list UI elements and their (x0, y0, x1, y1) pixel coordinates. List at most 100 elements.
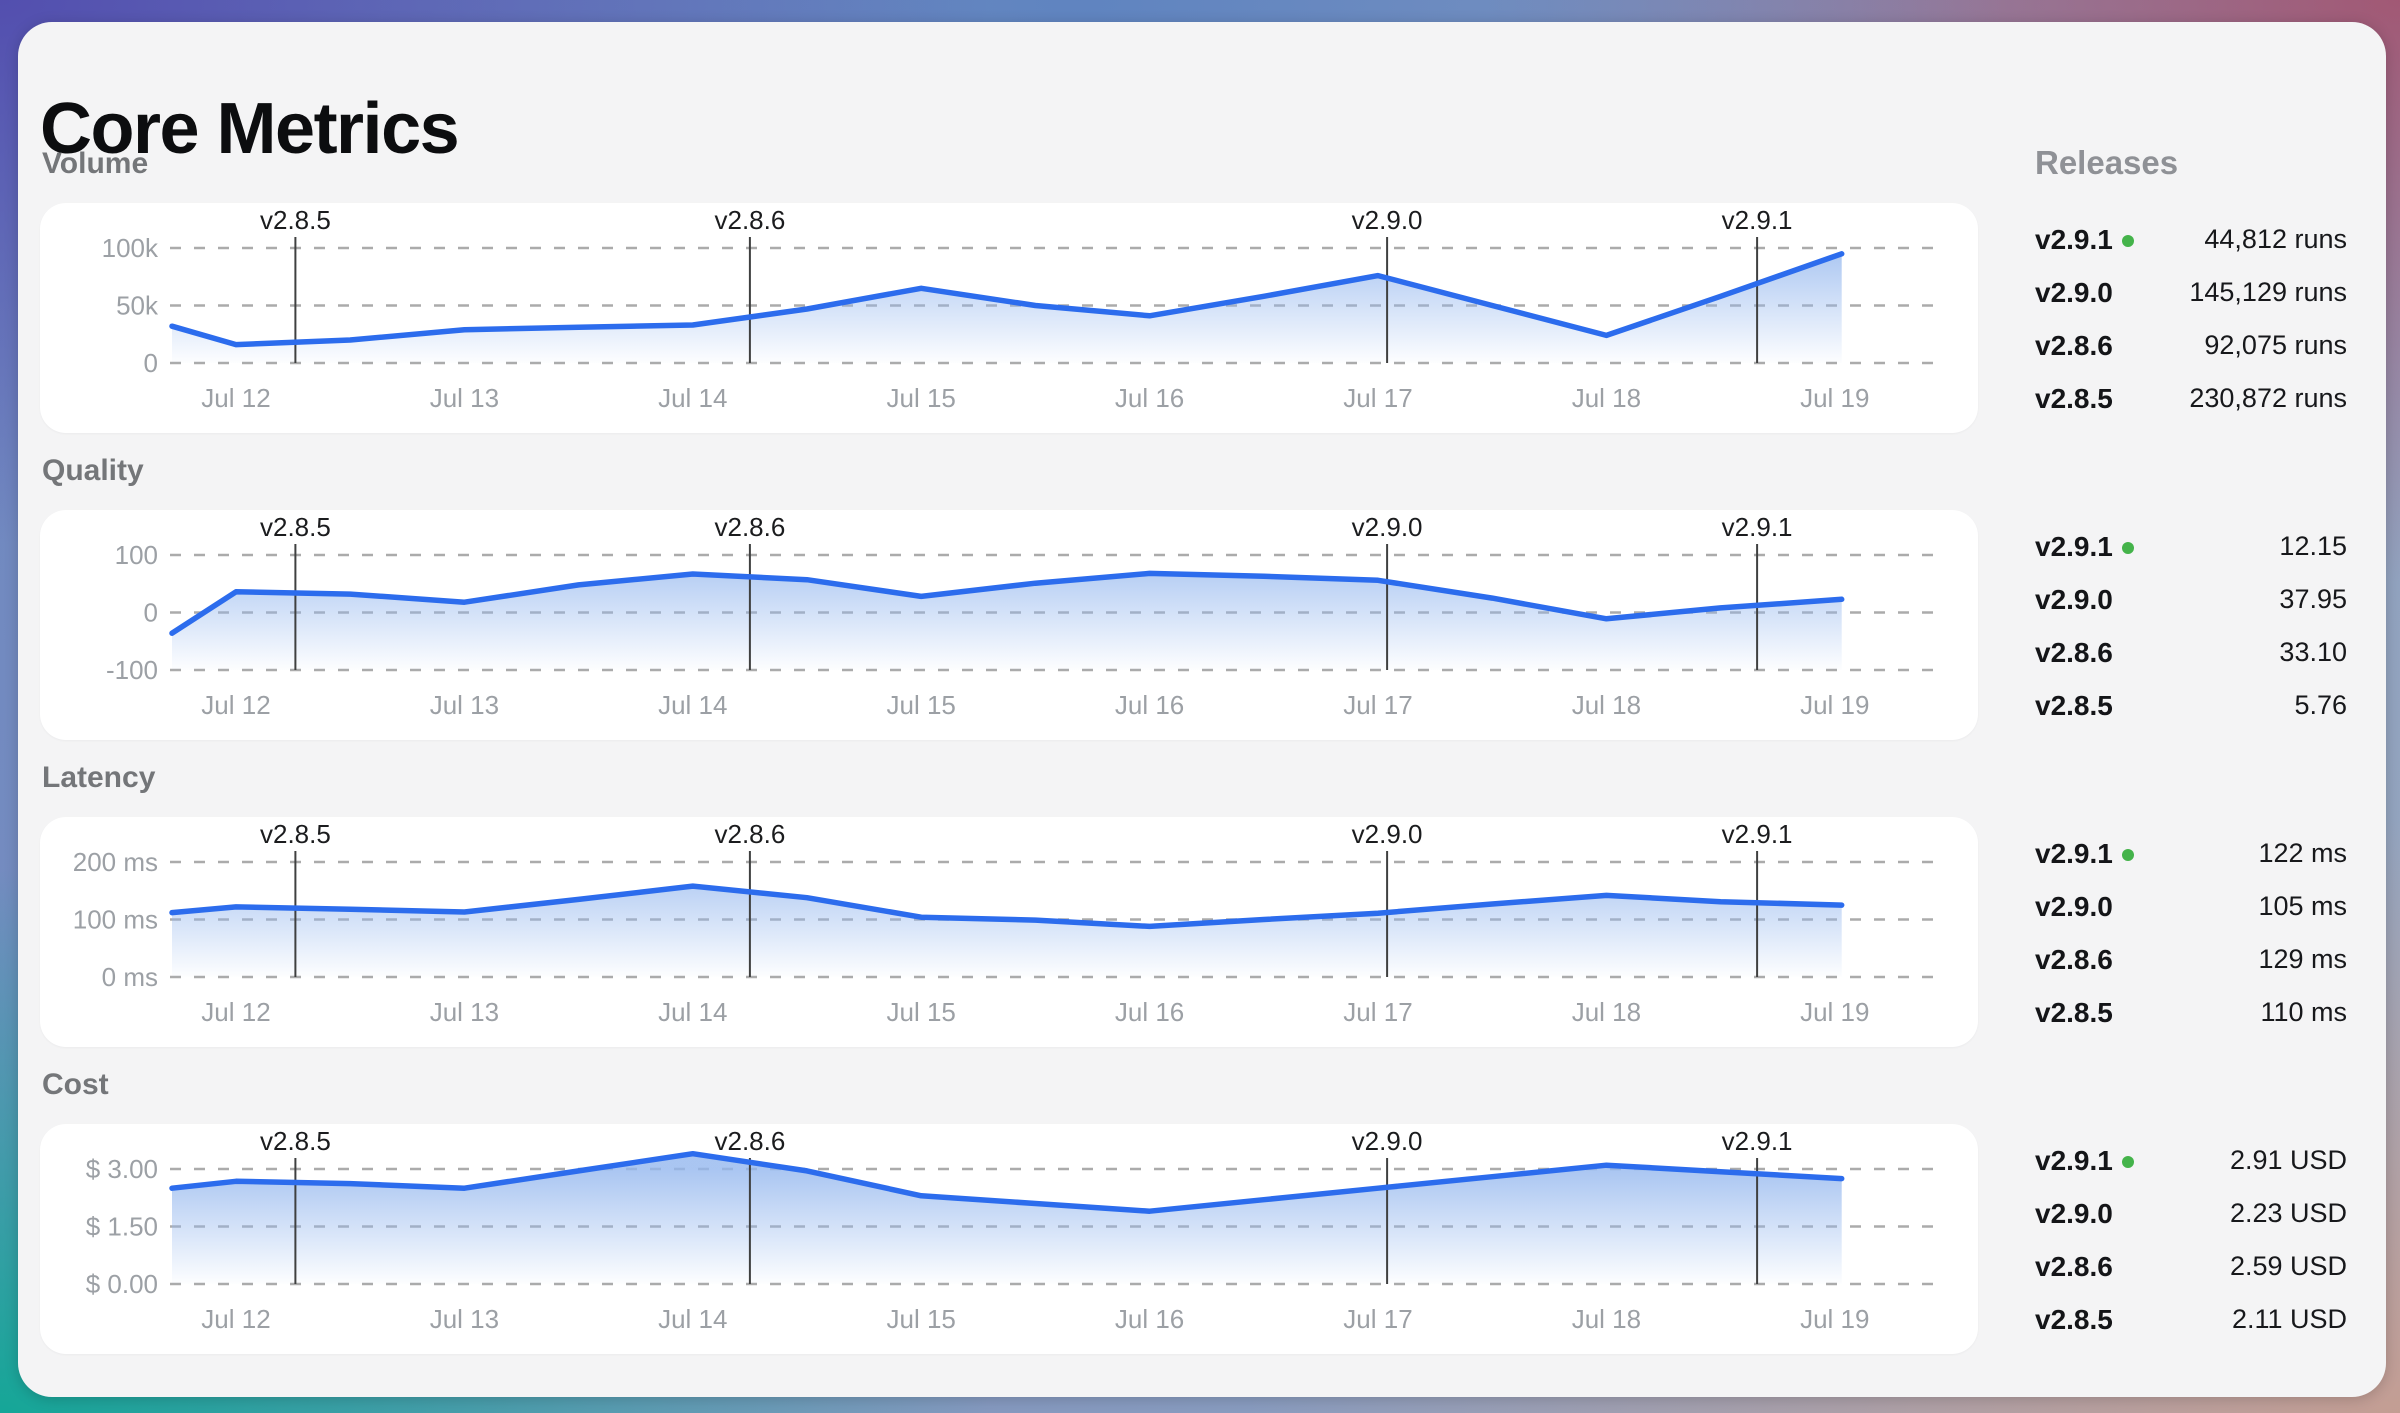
release-value: 2.23 USD (2229, 1198, 2347, 1228)
page-title: Core Metrics (40, 89, 460, 170)
release-marker-label: v2.8.6 (714, 205, 785, 235)
release-row: v2.8.6 2.59 USD (2035, 1240, 2347, 1293)
x-tick-label: Jul 16 (1115, 383, 1184, 413)
releases-heading: Releases (2035, 144, 2179, 181)
release-value: 2.59 USD (2229, 1251, 2347, 1281)
x-tick-label: Jul 14 (658, 1304, 727, 1334)
x-tick-label: Jul 19 (1800, 690, 1869, 720)
release-version: v2.8.5 (2035, 996, 2113, 1028)
release-marker-label: v2.8.5 (260, 512, 331, 542)
release-version: v2.8.5 (2035, 689, 2113, 721)
y-tick-label: 0 ms (102, 962, 158, 992)
release-version: v2.9.0 (2035, 276, 2113, 308)
section-label-cost: Cost (42, 1068, 109, 1101)
release-version: v2.9.0 (2035, 890, 2113, 922)
release-version: v2.8.6 (2035, 329, 2113, 361)
release-marker-label: v2.9.0 (1352, 205, 1423, 235)
release-marker-label: v2.9.0 (1352, 512, 1423, 542)
y-tick-label: 200 ms (73, 847, 158, 877)
release-marker-label: v2.8.5 (260, 1126, 331, 1156)
x-tick-label: Jul 18 (1572, 383, 1641, 413)
area-fill (172, 573, 1842, 670)
x-tick-label: Jul 13 (430, 383, 499, 413)
release-value: 110 ms (2260, 997, 2347, 1027)
quality-chart[interactable]: 100 0 -100 Jul 12 Jul 13 Jul 14 Jul 15 Jul 16 Ju… (40, 510, 1978, 740)
x-tick-label: Jul 15 (887, 1304, 956, 1334)
latency-chart[interactable]: 200 ms 100 ms 0 ms Jul 12 Jul 13 Jul 14 Jul 15… (40, 817, 1978, 1047)
x-tick-label: Jul 18 (1572, 690, 1641, 720)
latency-release-group: v2.9.1 122 ms v2.9.0 105 ms v2.8.6 129 ms v2.8… (2035, 827, 2347, 1039)
release-row: v2.8.5 5.76 (2035, 679, 2347, 732)
release-marker-label: v2.9.1 (1722, 819, 1793, 849)
y-tick-label: 0 (144, 348, 158, 378)
y-tick-label: 100 (115, 540, 158, 570)
x-tick-label: Jul 13 (430, 1304, 499, 1334)
latency-chart-panel: 200 ms 100 ms 0 ms Jul 12 Jul 13 Jul 14 Jul 15… (40, 817, 1978, 1047)
release-version: v2.9.1 (2035, 224, 2134, 256)
x-tick-label: Jul 15 (887, 997, 956, 1027)
release-value: 33.10 (2279, 637, 2347, 667)
y-tick-label: $ 0.00 (86, 1269, 158, 1299)
release-value: 44,812 runs (2204, 224, 2347, 254)
release-value: 230,872 runs (2189, 383, 2347, 413)
release-row: v2.8.6 129 ms (2035, 933, 2347, 986)
area-fill (172, 1153, 1842, 1284)
section-label-latency: Latency (42, 761, 156, 794)
current-release-dot-icon (2121, 1155, 2134, 1168)
release-marker-label: v2.8.6 (714, 819, 785, 849)
quality-chart-panel: 100 0 -100 Jul 12 Jul 13 Jul 14 Jul 15 Jul 16 Ju… (40, 510, 1978, 740)
x-tick-label: Jul 16 (1115, 690, 1184, 720)
cost-chart-panel: $ 3.00 $ 1.50 $ 0.00 Jul 12 Jul 13 Jul 14 Jul … (40, 1124, 1978, 1354)
release-value: 105 ms (2258, 891, 2347, 921)
release-row: v2.8.6 33.10 (2035, 626, 2347, 679)
volume-release-group: v2.9.1 44,812 runs v2.9.0 145,129 runs v2.8.… (2035, 213, 2347, 425)
volume-chart-panel: 100k 50k 0 Jul 12 Jul 13 Jul 14 Jul 15 Jul 16 Ju… (40, 203, 1978, 433)
cost-release-group: v2.9.1 2.91 USD v2.9.0 2.23 USD v2.8.6 2.59 U… (2035, 1134, 2347, 1346)
series-line (169, 1150, 1845, 1214)
dashboard-card: Core Metrics Volume 100k 50k 0 Jul 12 Jul 13… (18, 22, 2386, 1397)
release-version: v2.8.5 (2035, 382, 2113, 414)
y-tick-label: $ 3.00 (86, 1154, 158, 1184)
x-tick-label: Jul 18 (1572, 997, 1641, 1027)
section-label-volume: Volume (42, 147, 149, 180)
release-value: 2.91 USD (2229, 1145, 2347, 1175)
release-row: v2.9.1 2.91 USD (2035, 1134, 2347, 1187)
y-tick-label: 0 (144, 598, 158, 628)
release-version: v2.9.1 (2035, 838, 2134, 870)
release-value: 145,129 runs (2189, 277, 2347, 307)
x-tick-label: Jul 12 (201, 997, 270, 1027)
y-tick-label: 100k (102, 233, 159, 263)
release-row: v2.9.1 122 ms (2035, 827, 2347, 880)
release-value: 12.15 (2279, 531, 2347, 561)
release-version: v2.9.0 (2035, 583, 2113, 615)
series-line (169, 570, 1845, 636)
x-tick-label: Jul 12 (201, 690, 270, 720)
x-tick-label: Jul 19 (1800, 383, 1869, 413)
x-tick-label: Jul 14 (658, 383, 727, 413)
series-line (169, 883, 1845, 930)
volume-chart[interactable]: 100k 50k 0 Jul 12 Jul 13 Jul 14 Jul 15 Jul 16 Ju… (40, 203, 1978, 433)
release-row: v2.8.5 110 ms (2035, 986, 2347, 1039)
y-tick-label: $ 1.50 (86, 1212, 158, 1242)
release-value: 2.11 USD (2231, 1304, 2347, 1334)
release-version: v2.8.6 (2035, 1250, 2113, 1282)
section-label-quality: Quality (42, 454, 144, 487)
release-version: v2.9.0 (2035, 1197, 2113, 1229)
release-marker-label: v2.8.6 (714, 512, 785, 542)
release-value: 122 ms (2258, 838, 2347, 868)
release-row: v2.9.0 2.23 USD (2035, 1187, 2347, 1240)
x-tick-label: Jul 17 (1343, 1304, 1412, 1334)
release-marker-label: v2.8.6 (714, 1126, 785, 1156)
release-marker-label: v2.9.1 (1722, 512, 1793, 542)
release-row: v2.9.1 44,812 runs (2035, 213, 2347, 266)
cost-chart[interactable]: $ 3.00 $ 1.50 $ 0.00 Jul 12 Jul 13 Jul 14 Jul … (40, 1124, 1978, 1354)
y-tick-label: 50k (116, 291, 159, 321)
x-tick-label: Jul 16 (1115, 1304, 1184, 1334)
x-tick-label: Jul 18 (1572, 1304, 1641, 1334)
release-marker-label: v2.9.0 (1352, 1126, 1423, 1156)
quality-release-group: v2.9.1 12.15 v2.9.0 37.95 v2.8.6 33.10 v2.8.5 5… (2035, 520, 2347, 732)
release-row: v2.8.6 92,075 runs (2035, 319, 2347, 372)
release-version: v2.8.5 (2035, 1303, 2113, 1335)
release-version: v2.9.1 (2035, 531, 2134, 563)
release-marker-label: v2.9.0 (1352, 819, 1423, 849)
